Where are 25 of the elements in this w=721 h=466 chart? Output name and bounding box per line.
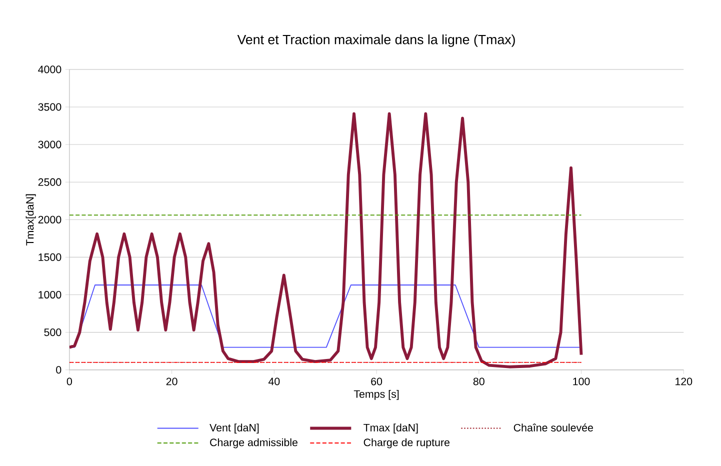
line-series bbox=[69, 112, 583, 368]
x-tick-label: 0 bbox=[66, 378, 72, 386]
x-tick-label: 60 bbox=[371, 378, 382, 386]
legend-label: Vent [daN] bbox=[210, 424, 259, 434]
y-tick-label: 1000 bbox=[38, 290, 62, 299]
x-tick-label: 40 bbox=[268, 378, 280, 386]
legend-label: Chaîne soulevée bbox=[514, 424, 594, 432]
y-tick-label: 4000 bbox=[38, 66, 62, 74]
legend-label: Tmax [daN] bbox=[364, 424, 418, 434]
legend-label: Charge admissible bbox=[210, 438, 298, 448]
y-tick-label: 2500 bbox=[38, 178, 62, 186]
chart-title: Vent et Traction maximale dans la ligne (Tmax) bbox=[237, 34, 515, 47]
y-tick-label: 1500 bbox=[38, 253, 62, 261]
y-axis-title: Tmax[daN] bbox=[26, 194, 36, 246]
y-tick-label: 3500 bbox=[38, 103, 62, 111]
x-tick-label: 100 bbox=[573, 378, 590, 386]
legend-label: Charge de rupture bbox=[364, 438, 450, 448]
x-tick-label: 120 bbox=[676, 378, 692, 386]
x-axis-title: Temps [s] bbox=[354, 390, 399, 400]
y-tick-label: 2000 bbox=[38, 216, 62, 224]
x-tick-label: 20 bbox=[166, 378, 178, 386]
y-tick-label: 3000 bbox=[38, 140, 62, 148]
x-tick-label: 80 bbox=[473, 378, 484, 386]
y-tick-label: 0 bbox=[56, 366, 62, 374]
y-tick-label: 500 bbox=[44, 328, 62, 336]
